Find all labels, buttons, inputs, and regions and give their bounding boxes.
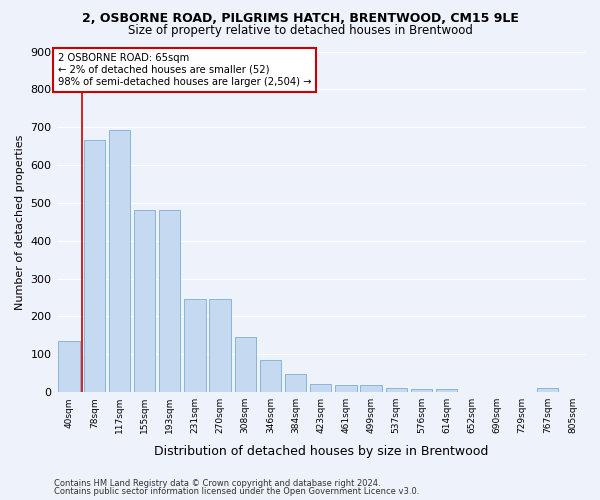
Bar (83, 140, 105, 392)
Bar (411, 388, 432, 392)
Bar (436, 389, 457, 392)
Bar (285, 374, 307, 392)
Bar (209, 299, 231, 392)
Bar (58, 341, 80, 392)
Bar (361, 386, 382, 392)
Bar (335, 384, 356, 392)
Bar (159, 210, 181, 392)
X-axis label: Distribution of detached houses by size in Brentwood: Distribution of detached houses by size … (154, 444, 488, 458)
Y-axis label: Number of detached properties: Number of detached properties (15, 134, 25, 310)
Bar (386, 388, 407, 392)
Text: 2, OSBORNE ROAD, PILGRIMS HATCH, BRENTWOOD, CM15 9LE: 2, OSBORNE ROAD, PILGRIMS HATCH, BRENTWO… (82, 12, 518, 26)
Bar (235, 336, 256, 392)
Bar (184, 299, 206, 392)
Bar (310, 384, 331, 392)
Bar (260, 360, 281, 392)
Bar (536, 388, 558, 392)
Text: Contains public sector information licensed under the Open Government Licence v3: Contains public sector information licen… (54, 487, 419, 496)
Text: 2 OSBORNE ROAD: 65sqm
← 2% of detached houses are smaller (52)
98% of semi-detac: 2 OSBORNE ROAD: 65sqm ← 2% of detached h… (58, 54, 311, 86)
Bar (109, 130, 130, 392)
Bar (134, 210, 155, 392)
Text: Contains HM Land Registry data © Crown copyright and database right 2024.: Contains HM Land Registry data © Crown c… (54, 478, 380, 488)
Text: Size of property relative to detached houses in Brentwood: Size of property relative to detached ho… (128, 24, 472, 37)
